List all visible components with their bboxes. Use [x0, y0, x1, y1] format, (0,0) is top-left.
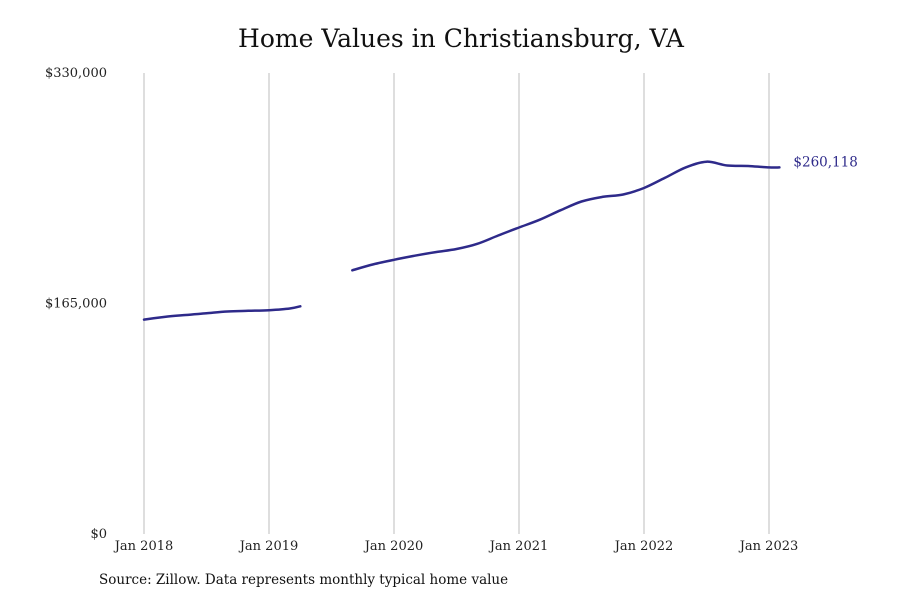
x-axis: Jan 2018 Jan 2019 Jan 2020 Jan 2021 Jan 2022… — [113, 539, 799, 554]
x-tick-label: Jan 2023 — [738, 539, 799, 554]
x-tick-label: Jan 2022 — [613, 539, 674, 554]
source-note: Source: Zillow. Data represents monthly … — [99, 572, 509, 588]
series-line — [142, 305, 302, 321]
grid-layer — [143, 73, 770, 534]
y-tick-label: $330,000 — [45, 66, 107, 81]
y-tick-label: $0 — [90, 527, 107, 542]
x-tick-label: Jan 2021 — [488, 539, 549, 554]
x-tick-label: Jan 2019 — [238, 539, 299, 554]
y-axis: $0 $165,000 $330,000 — [45, 66, 107, 542]
series-line — [351, 160, 781, 272]
x-tick-label: Jan 2018 — [113, 539, 174, 554]
y-tick-label: $165,000 — [45, 297, 107, 312]
chart-title: Home Values in Christiansburg, VA — [238, 24, 684, 53]
x-tick-label: Jan 2020 — [363, 539, 424, 554]
end-value-label: $260,118 — [793, 154, 857, 170]
series-layer — [142, 160, 781, 321]
